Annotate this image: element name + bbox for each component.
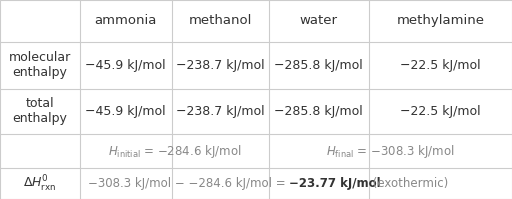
Text: methylamine: methylamine	[396, 14, 484, 27]
Text: $H_\mathrm{initial}$ = −284.6 kJ/mol: $H_\mathrm{initial}$ = −284.6 kJ/mol	[108, 143, 241, 160]
Text: −308.3 kJ/mol − −284.6 kJ/mol =: −308.3 kJ/mol − −284.6 kJ/mol =	[88, 177, 289, 190]
Text: −23.77 kJ/mol: −23.77 kJ/mol	[289, 177, 381, 190]
Text: molecular
enthalpy: molecular enthalpy	[9, 51, 71, 79]
Text: −238.7 kJ/mol: −238.7 kJ/mol	[176, 59, 265, 72]
Text: −238.7 kJ/mol: −238.7 kJ/mol	[176, 105, 265, 118]
Text: (exothermic): (exothermic)	[369, 177, 448, 190]
Text: −285.8 kJ/mol: −285.8 kJ/mol	[274, 59, 363, 72]
Text: total
enthalpy: total enthalpy	[13, 98, 68, 125]
Text: −285.8 kJ/mol: −285.8 kJ/mol	[274, 105, 363, 118]
Text: $H_\mathrm{final}$ = −308.3 kJ/mol: $H_\mathrm{final}$ = −308.3 kJ/mol	[326, 143, 455, 160]
Text: −22.5 kJ/mol: −22.5 kJ/mol	[400, 105, 481, 118]
Text: $\Delta H^0_\mathrm{rxn}$: $\Delta H^0_\mathrm{rxn}$	[23, 174, 57, 194]
Text: water: water	[300, 14, 338, 27]
Text: −22.5 kJ/mol: −22.5 kJ/mol	[400, 59, 481, 72]
Text: −45.9 kJ/mol: −45.9 kJ/mol	[86, 59, 166, 72]
Text: −45.9 kJ/mol: −45.9 kJ/mol	[86, 105, 166, 118]
Text: ammonia: ammonia	[95, 14, 157, 27]
Text: methanol: methanol	[189, 14, 252, 27]
